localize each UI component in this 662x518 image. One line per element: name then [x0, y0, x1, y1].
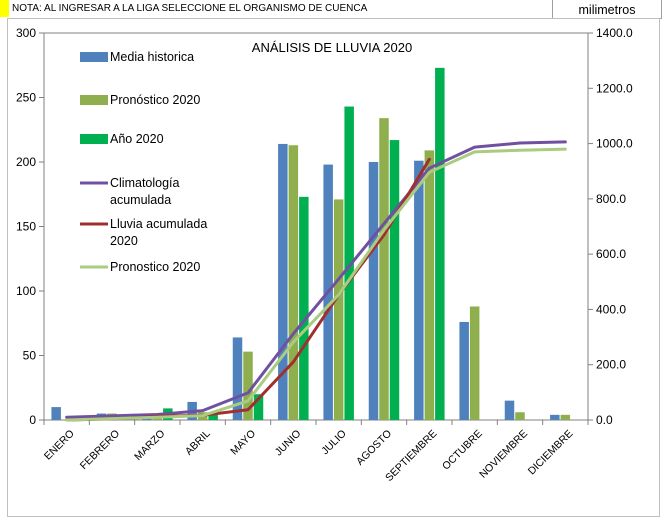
bar-anio-3	[208, 414, 218, 420]
bar-pronostico_bar-7	[379, 118, 389, 420]
chart-frame	[7, 18, 660, 517]
units-label: milimetros	[552, 0, 662, 19]
y-right-tick-label: 0.0	[596, 413, 613, 427]
bar-media-0	[51, 407, 61, 420]
bar-media-10	[504, 400, 515, 420]
bar-pronostico_bar-4	[243, 351, 253, 420]
legend-label-pronostico_bar: Pronóstico 2020	[110, 93, 200, 107]
y-right-tick-label: 800.0	[596, 192, 626, 206]
legend-label-climatologia: Climatología acumulada	[110, 176, 180, 207]
y-left-tick-label: 50	[23, 349, 37, 363]
legend-label-media: Media historica	[110, 50, 194, 64]
line-pronostico_line	[65, 147, 567, 422]
y-left-tick-label: 150	[16, 220, 36, 234]
y-left-tick-label: 100	[16, 284, 36, 298]
x-tick-label: DICIEMBRE	[526, 428, 576, 478]
bar-media-5	[278, 143, 288, 420]
x-tick-label: AGOSTO	[354, 428, 394, 468]
y-right-tick-label: 200.0	[596, 358, 626, 372]
x-tick-label: MAYO	[228, 428, 258, 458]
chart-title: ANÁLISIS DE LLUVIA 2020	[252, 40, 412, 55]
legend-label-anio: Año 2020	[110, 132, 164, 146]
bar-pronostico_bar-6	[333, 199, 344, 420]
bar-anio-7	[389, 140, 400, 420]
bar-anio-8	[435, 67, 445, 420]
bar-anio-5	[299, 196, 309, 420]
x-tick-label: MARZO	[132, 428, 167, 463]
bar-pronostico_bar-10	[515, 412, 525, 420]
legend-label-pronostico_line: Pronostico 2020	[110, 260, 200, 274]
bar-media-7	[368, 162, 379, 420]
y-left-tick-label: 200	[16, 155, 36, 169]
y-right-tick-label: 400.0	[596, 302, 626, 316]
legend: Media historica Pronóstico 2020 Año 2020 Cl…	[80, 50, 207, 274]
legend-swatch-pronostico_bar	[80, 95, 108, 105]
legend-swatch-anio	[80, 134, 108, 144]
x-tick-label: ENERO	[42, 428, 77, 463]
bar-pronostico_bar-11	[560, 414, 571, 420]
y-right-tick-label: 1400.0	[596, 26, 633, 40]
bar-anio-6	[344, 106, 354, 420]
bar-anio-4	[253, 394, 264, 420]
bar-pronostico_bar-5	[288, 145, 299, 421]
y-right-tick-label: 1200.0	[596, 81, 633, 95]
bar-media-8	[414, 160, 424, 420]
bar-media-4	[232, 337, 243, 420]
x-tick-label: FEBRERO	[78, 428, 122, 472]
x-tick-label: JULIO	[319, 428, 349, 458]
bar-media-11	[550, 414, 560, 420]
x-tick-label: JUNIO	[273, 428, 304, 459]
y-left-tick-label: 0	[29, 413, 36, 427]
x-tick-label: OCTUBRE	[440, 428, 485, 473]
legend-swatch-media	[80, 52, 108, 62]
x-tick-label: NOVIEMBRE	[477, 428, 530, 481]
y-right-tick-label: 600.0	[596, 247, 626, 261]
bar-pronostico_bar-8	[424, 150, 435, 420]
y-left-tick-label: 300	[16, 26, 36, 40]
legend-label-lluvia_acum: Lluvia acumulada 2020	[110, 217, 207, 248]
x-tick-label: ABRIL	[183, 428, 213, 458]
line-climatologia	[65, 140, 567, 419]
note-highlight	[0, 0, 9, 17]
y-left-tick-label: 250	[16, 91, 36, 105]
y-right-tick-label: 1000.0	[596, 137, 633, 151]
note-text: NOTA: AL INGRESAR A LA LIGA SELECCIONE E…	[12, 3, 368, 14]
lines	[65, 140, 567, 422]
bar-pronostico_bar-9	[469, 306, 480, 420]
bar-media-9	[459, 321, 469, 420]
